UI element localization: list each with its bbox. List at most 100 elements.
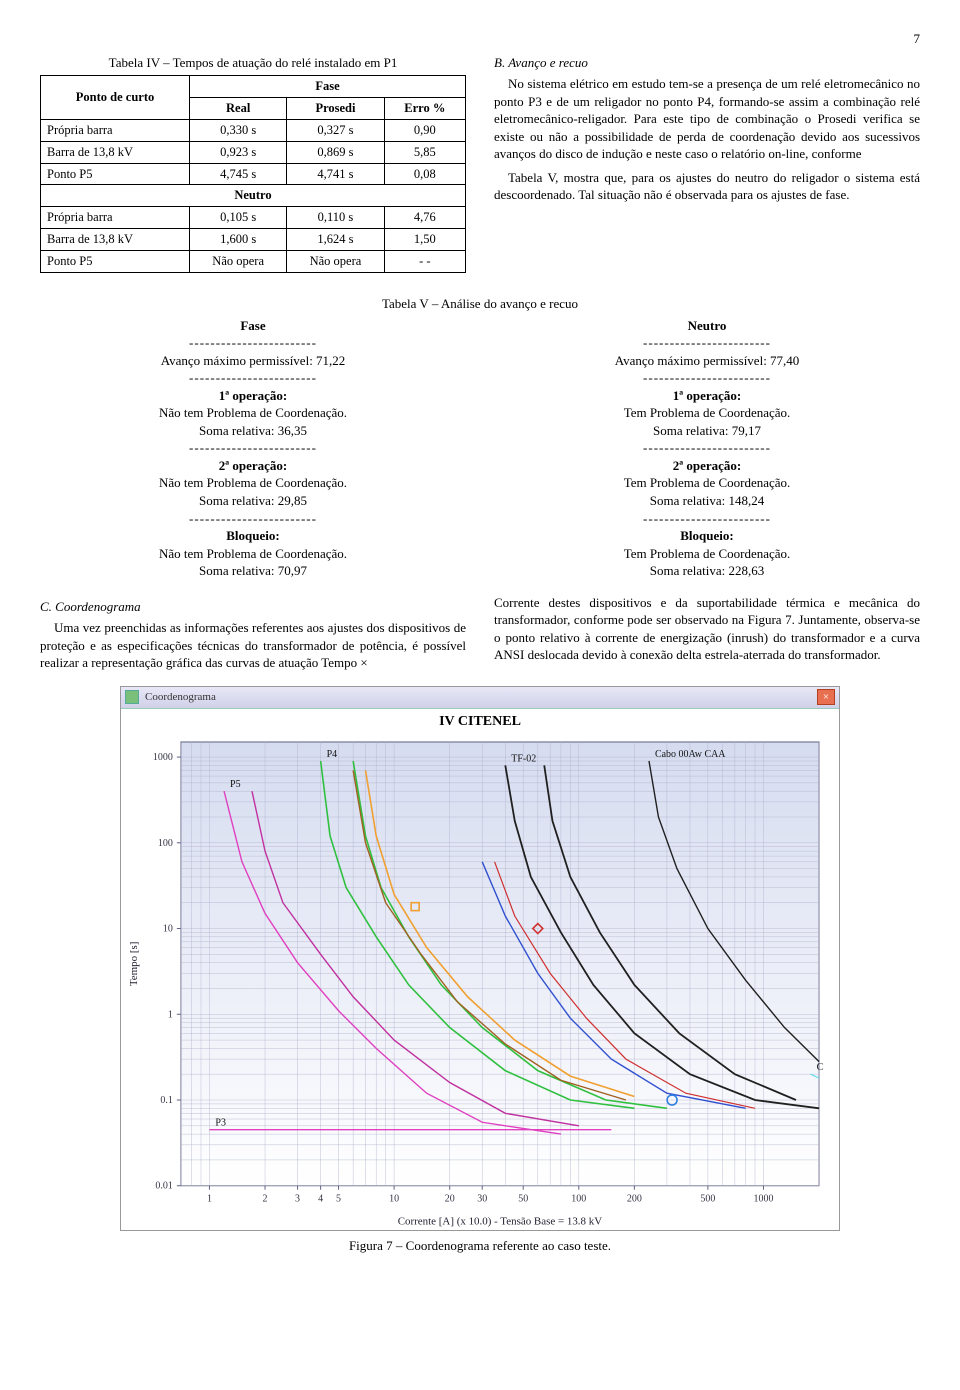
tabv-line: Soma relativa: 148,24 <box>494 492 920 510</box>
tabv-line: ------------------------ <box>40 369 466 387</box>
table-cell: 4,745 s <box>190 163 287 185</box>
page-number: 7 <box>40 30 920 48</box>
below-columns: C. Coordenograma Uma vez preenchidas as … <box>40 594 920 678</box>
tabv-line: ------------------------ <box>494 439 920 457</box>
below-left: C. Coordenograma Uma vez preenchidas as … <box>40 594 466 678</box>
table-cell: 0,327 s <box>287 119 384 141</box>
tabv-line: 2ª operação: <box>494 457 920 475</box>
svg-text:5: 5 <box>336 1193 341 1204</box>
tabv-line: Soma relativa: 228,63 <box>494 562 920 580</box>
chart-window-title: Coordenograma <box>145 690 216 705</box>
svg-text:0.1: 0.1 <box>160 1095 172 1106</box>
sectionB-title: B. Avanço e recuo <box>494 54 920 72</box>
table-cell: Ponto P5 <box>41 163 190 185</box>
chart-window: Coordenograma × IV CITENEL 1 2 3 4 5 10 20 30 50… <box>120 686 840 1232</box>
table-cell: 1,600 s <box>190 229 287 251</box>
close-icon[interactable]: × <box>817 689 835 705</box>
table-cell: Própria barra <box>41 207 190 229</box>
sectionB-p2: Tabela V, mostra que, para os ajustes do… <box>494 169 920 204</box>
tabv-line: Neutro <box>494 317 920 335</box>
tabv-line: 1ª operação: <box>494 387 920 405</box>
chart-caption: Figura 7 – Coordenograma referente ao ca… <box>40 1237 920 1255</box>
table5-fase: Fase------------------------Avanço máxim… <box>40 317 466 580</box>
top-columns: Tabela IV – Tempos de atuação do relé in… <box>40 54 920 273</box>
sectionC-p1: Uma vez preenchidas as informações refer… <box>40 619 466 672</box>
left-col: Tabela IV – Tempos de atuação do relé in… <box>40 54 466 273</box>
tabv-line: ------------------------ <box>40 439 466 457</box>
tabv-line: ------------------------ <box>494 334 920 352</box>
table4: Ponto de curto Fase Real Prosedi Erro % … <box>40 75 466 273</box>
table-cell: 0,869 s <box>287 141 384 163</box>
svg-text:3: 3 <box>295 1193 300 1204</box>
tabv-line: Soma relativa: 70,97 <box>40 562 466 580</box>
table-cell: 1,50 <box>384 229 465 251</box>
sectionC-title: C. Coordenograma <box>40 598 466 616</box>
table4-caption: Tabela IV – Tempos de atuação do relé in… <box>40 54 466 72</box>
svg-text:200: 200 <box>627 1193 642 1204</box>
svg-text:30: 30 <box>477 1193 487 1204</box>
table-cell: Não opera <box>190 251 287 273</box>
t4-c0: Real <box>190 97 287 119</box>
table-cell: 4,76 <box>384 207 465 229</box>
tabv-line: Avanço máximo permissível: 71,22 <box>40 352 466 370</box>
table-cell: 1,624 s <box>287 229 384 251</box>
svg-text:20: 20 <box>445 1193 455 1204</box>
table-cell: 0,90 <box>384 119 465 141</box>
svg-text:4: 4 <box>318 1193 323 1204</box>
below-right: Corrente destes dispositivos e da suport… <box>494 594 920 678</box>
tabv-line: Tem Problema de Coordenação. <box>494 404 920 422</box>
svg-text:1: 1 <box>168 1009 173 1020</box>
tabv-line: ------------------------ <box>40 510 466 528</box>
svg-text:500: 500 <box>700 1193 715 1204</box>
table-cell: Não opera <box>287 251 384 273</box>
coordenograma-chart: 123451020305010020050010000.010.11101001… <box>121 732 839 1231</box>
svg-text:100: 100 <box>158 838 173 849</box>
table4-neutralhdr: Neutro <box>41 185 466 207</box>
svg-text:Corrente [A] (x 10.0) - Tensão: Corrente [A] (x 10.0) - Tensão Base = 13… <box>398 1215 603 1227</box>
tabv-line: Avanço máximo permissível: 77,40 <box>494 352 920 370</box>
svg-text:10: 10 <box>163 923 173 934</box>
table-cell: 0,330 s <box>190 119 287 141</box>
table-cell: Barra de 13,8 kV <box>41 141 190 163</box>
svg-text:P4: P4 <box>327 749 338 760</box>
table-cell: Barra de 13,8 kV <box>41 229 190 251</box>
table-cell: 0,923 s <box>190 141 287 163</box>
tabv-line: Não tem Problema de Coordenação. <box>40 474 466 492</box>
svg-text:Tempo [s]: Tempo [s] <box>128 941 140 986</box>
tabv-line: Soma relativa: 36,35 <box>40 422 466 440</box>
table4-rowhdr: Ponto de curto <box>41 76 190 120</box>
table-cell: 0,110 s <box>287 207 384 229</box>
tabv-line: ------------------------ <box>494 510 920 528</box>
tabv-line: Soma relativa: 29,85 <box>40 492 466 510</box>
tabv-line: 2ª operação: <box>40 457 466 475</box>
svg-text:1000: 1000 <box>753 1193 773 1204</box>
tabv-line: Fase <box>40 317 466 335</box>
chart-titlebar: Coordenograma × <box>121 687 839 709</box>
tabv-line: 1ª operação: <box>40 387 466 405</box>
svg-text:50: 50 <box>518 1193 528 1204</box>
chart-app-icon <box>125 690 139 704</box>
sectionC-p2: Corrente destes dispositivos e da suport… <box>494 594 920 664</box>
tabv-line: ------------------------ <box>40 334 466 352</box>
table-cell: - - <box>384 251 465 273</box>
tabv-line: Bloqueio: <box>40 527 466 545</box>
svg-text:C: C <box>817 1062 824 1073</box>
table-cell: Própria barra <box>41 119 190 141</box>
sectionB-p1: No sistema elétrico em estudo tem-se a p… <box>494 75 920 163</box>
svg-text:2: 2 <box>263 1193 268 1204</box>
table-cell: 0,105 s <box>190 207 287 229</box>
tabv-line: Tem Problema de Coordenação. <box>494 545 920 563</box>
tabv-line: Tem Problema de Coordenação. <box>494 474 920 492</box>
svg-text:P5: P5 <box>230 779 241 790</box>
tabv-line: Não tem Problema de Coordenação. <box>40 545 466 563</box>
tabv-line: ------------------------ <box>494 369 920 387</box>
svg-text:P3: P3 <box>215 1118 226 1129</box>
t4-c1: Prosedi <box>287 97 384 119</box>
svg-text:TF-02: TF-02 <box>511 753 536 764</box>
right-col: B. Avanço e recuo No sistema elétrico em… <box>494 54 920 273</box>
table5-caption: Tabela V – Análise do avanço e recuo <box>40 295 920 313</box>
table5-neutro: Neutro------------------------Avanço máx… <box>494 317 920 580</box>
tabv-line: Não tem Problema de Coordenação. <box>40 404 466 422</box>
t4-c2: Erro % <box>384 97 465 119</box>
chart-inner-title: IV CITENEL <box>121 709 839 732</box>
